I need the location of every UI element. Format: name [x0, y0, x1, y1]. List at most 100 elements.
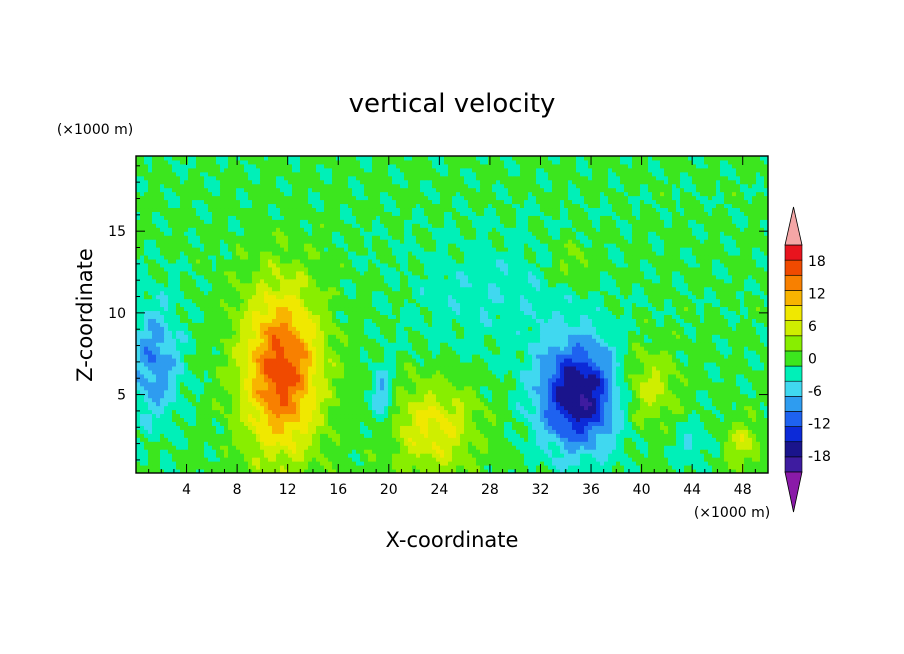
- heatmap-cell: [600, 381, 605, 387]
- heatmap-cell: [732, 425, 737, 430]
- heatmap-cell: [140, 465, 145, 470]
- heatmap-cell: [152, 445, 157, 450]
- heatmap-cell: [304, 366, 309, 371]
- heatmap-cell: [692, 397, 697, 403]
- heatmap-cell: [708, 381, 713, 387]
- heatmap-cell: [300, 377, 305, 383]
- heatmap-cell: [704, 397, 709, 403]
- heatmap-cell: [360, 457, 365, 462]
- heatmap-cell: [164, 417, 169, 422]
- heatmap-cell: [176, 449, 181, 454]
- heatmap-cell: [764, 441, 769, 446]
- heatmap-cell: [652, 369, 657, 375]
- heatmap-cell: [264, 366, 269, 371]
- heatmap-cell: [232, 421, 237, 426]
- heatmap-cell: [704, 401, 709, 407]
- heatmap-cell: [516, 465, 521, 470]
- heatmap-cell: [304, 457, 309, 462]
- heatmap-cell: [508, 425, 513, 430]
- heatmap-cell: [732, 469, 737, 474]
- heatmap-cell: [280, 433, 285, 438]
- heatmap-cell: [632, 401, 637, 407]
- heatmap-cell: [760, 377, 765, 383]
- heatmap-cell: [620, 461, 625, 466]
- heatmap-cell: [164, 457, 169, 462]
- heatmap-cell: [652, 401, 657, 407]
- heatmap-cell: [304, 469, 309, 474]
- heatmap-cell: [272, 381, 277, 387]
- heatmap-cell: [296, 461, 301, 466]
- heatmap-cell: [140, 413, 145, 419]
- heatmap-cell: [320, 401, 325, 407]
- heatmap-cell: [520, 425, 525, 430]
- heatmap-cell: [432, 350, 437, 355]
- heatmap-cell: [744, 433, 749, 438]
- heatmap-cell: [608, 389, 613, 395]
- heatmap-cell: [192, 397, 197, 403]
- heatmap-cell: [528, 377, 533, 383]
- heatmap-cell: [304, 373, 309, 379]
- heatmap-cell: [492, 377, 497, 383]
- heatmap-cell: [472, 453, 477, 458]
- heatmap-cell: [552, 421, 557, 426]
- heatmap-cell: [468, 401, 473, 407]
- heatmap-cell: [220, 417, 225, 422]
- heatmap-cell: [444, 346, 449, 351]
- heatmap-cell: [584, 409, 589, 415]
- heatmap-cell: [684, 417, 689, 422]
- heatmap-cell: [472, 469, 477, 474]
- heatmap-cell: [296, 397, 301, 403]
- heatmap-cell: [388, 350, 393, 355]
- heatmap-cell: [380, 350, 385, 355]
- heatmap-cell: [216, 405, 221, 411]
- heatmap-cell: [648, 433, 653, 438]
- heatmap-cell: [200, 453, 205, 458]
- heatmap-cell: [356, 409, 361, 415]
- heatmap-cell: [268, 437, 273, 442]
- heatmap-cell: [496, 385, 501, 391]
- heatmap-cell: [168, 429, 173, 434]
- heatmap-cell: [248, 453, 253, 458]
- heatmap-cell: [576, 421, 581, 426]
- heatmap-cell: [344, 405, 349, 411]
- heatmap-cell: [440, 393, 445, 399]
- heatmap-cell: [236, 433, 241, 438]
- heatmap-cell: [508, 350, 513, 355]
- heatmap-cell: [564, 445, 569, 450]
- heatmap-cell: [432, 362, 437, 367]
- heatmap-cell: [376, 397, 381, 403]
- heatmap-cell: [740, 429, 745, 434]
- heatmap-cell: [196, 389, 201, 395]
- heatmap-cell: [352, 441, 357, 446]
- heatmap-cell: [648, 381, 653, 387]
- heatmap-cell: [700, 366, 705, 371]
- heatmap-cell: [608, 417, 613, 422]
- heatmap-cell: [176, 417, 181, 422]
- heatmap-cell: [716, 397, 721, 403]
- heatmap-cell: [464, 417, 469, 422]
- heatmap-cell: [628, 397, 633, 403]
- heatmap-cell: [604, 445, 609, 450]
- heatmap-cell: [556, 469, 561, 474]
- heatmap-cell: [208, 397, 213, 403]
- heatmap-cell: [440, 445, 445, 450]
- heatmap-cell: [676, 405, 681, 411]
- heatmap-cell: [644, 397, 649, 403]
- heatmap-cell: [400, 381, 405, 387]
- heatmap-cell: [504, 381, 509, 387]
- heatmap-cell: [252, 437, 257, 442]
- heatmap-cell: [752, 393, 757, 399]
- heatmap-cell: [316, 369, 321, 375]
- heatmap-cell: [696, 413, 701, 419]
- heatmap-cell: [476, 449, 481, 454]
- heatmap-cell: [504, 366, 509, 371]
- heatmap-cell: [704, 445, 709, 450]
- heatmap-cell: [440, 369, 445, 375]
- heatmap-cell: [208, 445, 213, 450]
- heatmap-cell: [408, 421, 413, 426]
- heatmap-cell: [204, 397, 209, 403]
- heatmap-cell: [224, 389, 229, 395]
- heatmap-cell: [708, 417, 713, 422]
- heatmap-cell: [748, 433, 753, 438]
- heatmap-cell: [236, 417, 241, 422]
